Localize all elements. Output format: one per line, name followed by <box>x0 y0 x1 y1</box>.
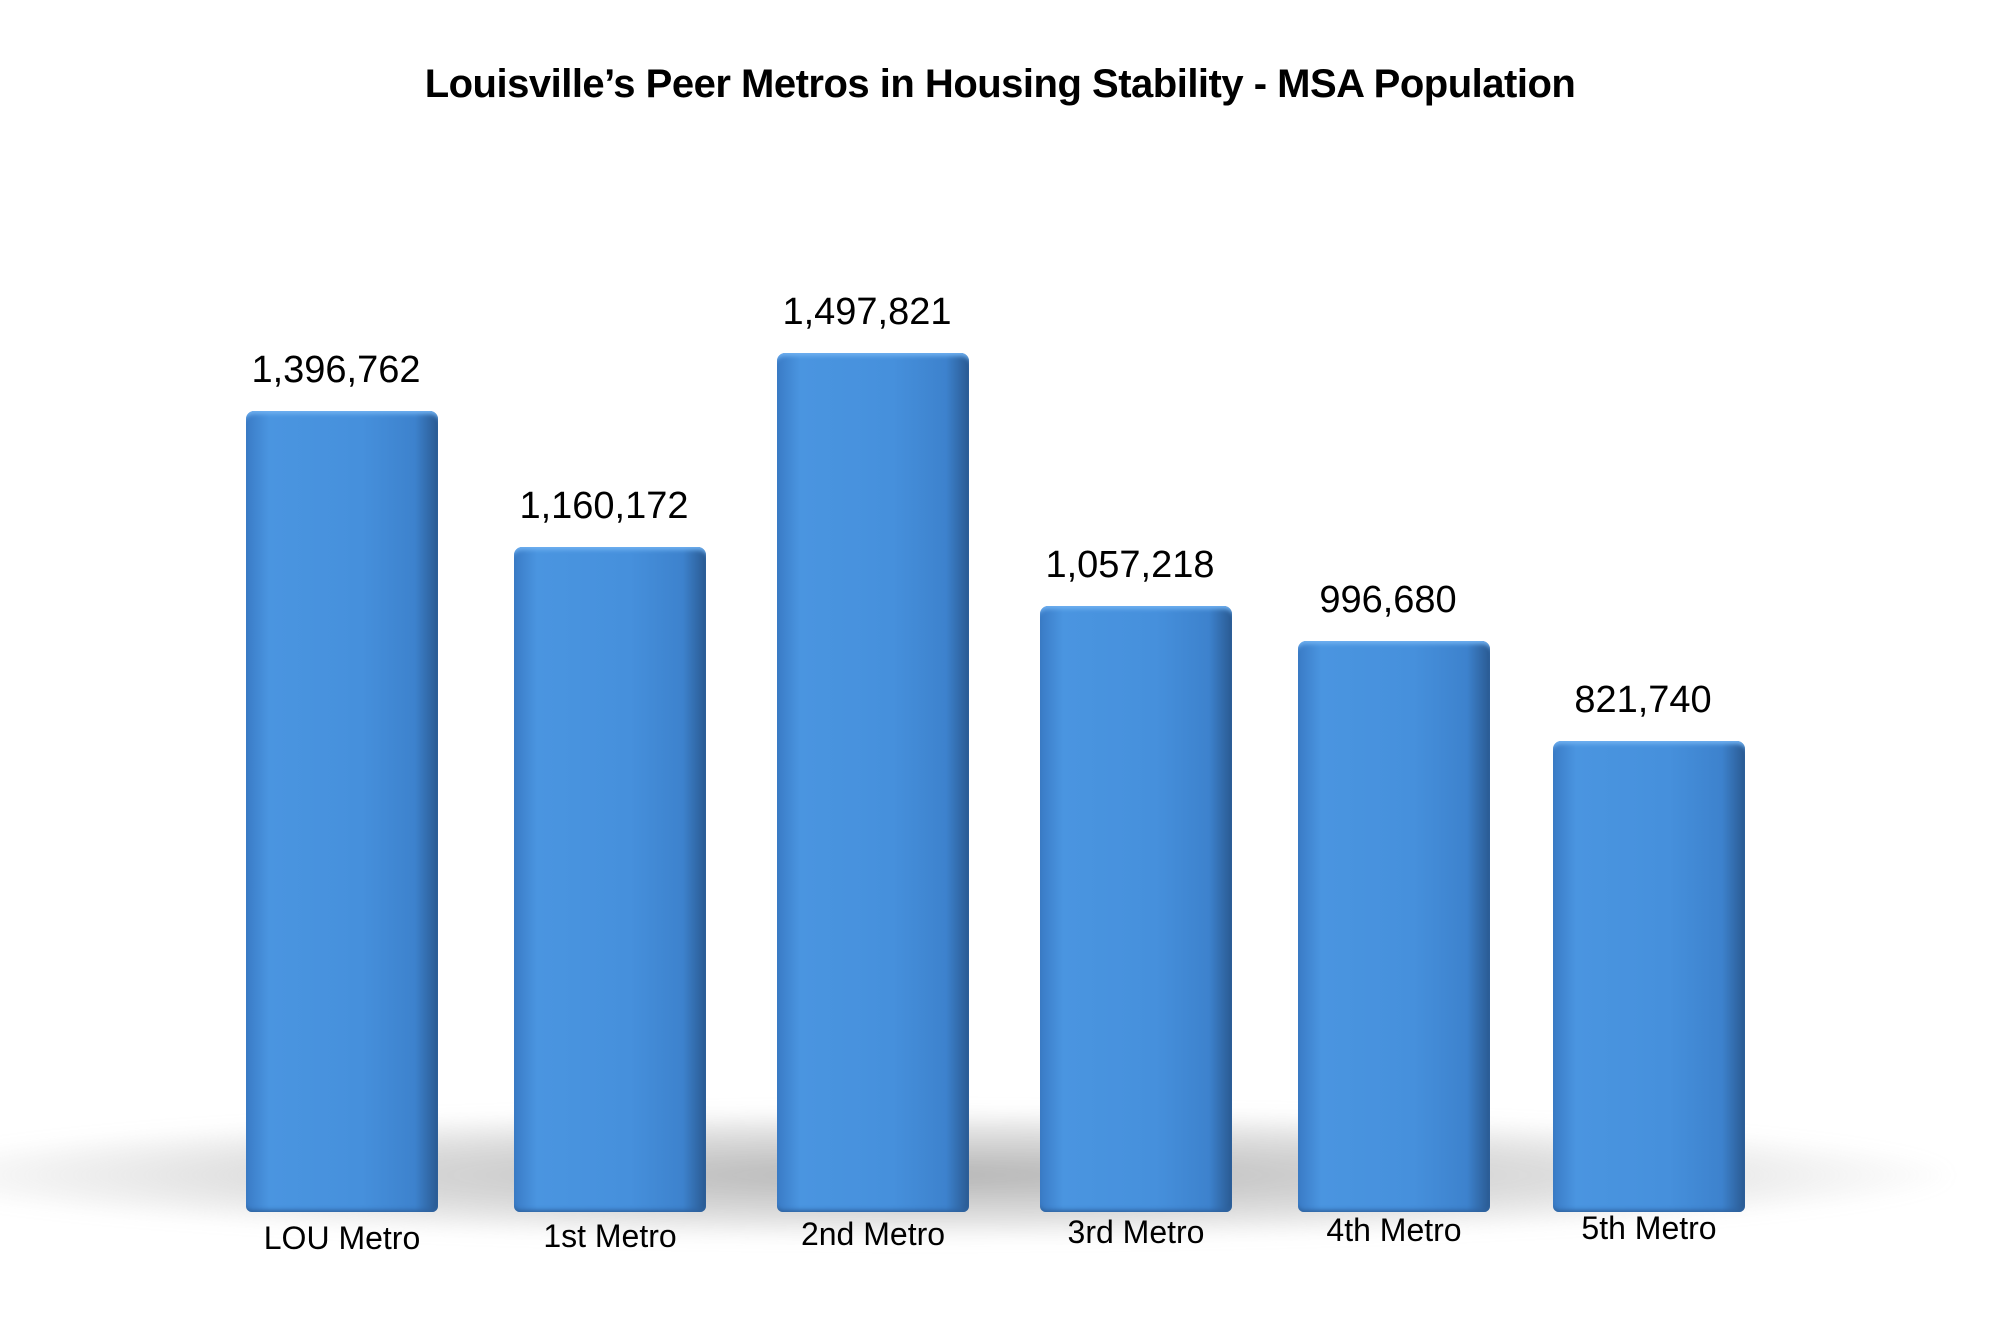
data-label: 996,680 <box>1319 578 1457 621</box>
bar <box>514 546 706 1212</box>
chart-title: Louisville’s Peer Metros in Housing Stab… <box>424 62 1576 106</box>
bar <box>246 411 438 1212</box>
data-label: 821,740 <box>1574 678 1712 721</box>
category-label: 5th Metro <box>1581 1210 1717 1246</box>
data-label: 1,057,218 <box>1045 543 1215 586</box>
category-label: 1st Metro <box>543 1218 677 1254</box>
category-label: 2nd Metro <box>800 1216 946 1252</box>
data-label: 1,160,172 <box>519 484 689 527</box>
data-label: 1,497,821 <box>782 291 952 334</box>
bar <box>1040 605 1232 1212</box>
data-label: 1,396,762 <box>251 349 421 392</box>
category-label: LOU Metro <box>263 1220 421 1256</box>
bar <box>1298 640 1490 1212</box>
bar <box>777 353 969 1212</box>
bar <box>1553 740 1745 1212</box>
category-label: 3rd Metro <box>1067 1214 1205 1250</box>
category-label: 4th Metro <box>1326 1212 1462 1248</box>
